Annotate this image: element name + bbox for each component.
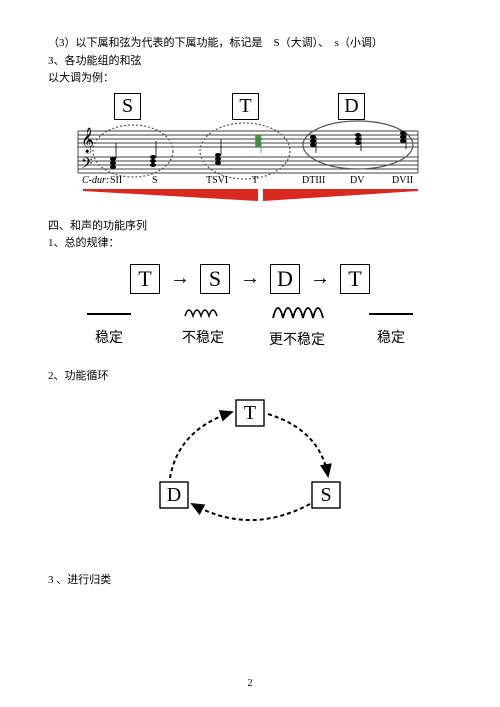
intro-line-1: （3）以下属和弦为代表的下属功能，标记是 S（大调）、 s（小调） (48, 35, 452, 52)
intro-line-2: 3、各功能组的和弦 (48, 53, 452, 70)
seq-d: D (270, 264, 300, 294)
group-letter-d: D (338, 93, 365, 120)
svg-text:S: S (320, 484, 331, 506)
stability-label-2: 不稳定 (173, 327, 233, 347)
seq-arrow-2: → (240, 267, 260, 290)
roman-numeral-row: C-dur: SII S TSVI T DTIII DV DVII (48, 175, 452, 186)
intro-line-3: 以大调为例： (48, 70, 452, 87)
section4-sub1: 1、总的规律： (48, 235, 452, 252)
seq-arrow-3: → (310, 267, 330, 290)
svg-text:T: T (244, 402, 256, 424)
cycle-diagram: T S D (120, 390, 380, 553)
sub2: 2、功能循环 (48, 368, 452, 385)
key-label: C-dur: (82, 175, 110, 186)
stability-label-1: 稳定 (79, 327, 139, 347)
stability-label-4: 稳定 (361, 327, 421, 347)
sub3: 3 、进行归类 (48, 572, 452, 589)
group-letter-s: S (114, 93, 141, 120)
stability-row: 稳定 不稳定 更不稳定 稳定 (48, 300, 452, 349)
seq-s: S (200, 264, 230, 294)
group-letter-t: T (232, 93, 259, 120)
page-number: 2 (0, 678, 500, 689)
svg-text:𝄞: 𝄞 (81, 127, 94, 153)
sequence-row: T → S → D → T (48, 264, 452, 294)
svg-text:D: D (167, 484, 181, 506)
section4-title: 四、和声的功能序列 (48, 218, 452, 235)
seq-t2: T (340, 264, 370, 294)
svg-text:𝄢: 𝄢 (81, 155, 93, 175)
stability-label-3: 更不稳定 (267, 329, 327, 349)
chord-group-diagram: S T D 𝄞 𝄢 (48, 93, 452, 201)
seq-arrow-1: → (170, 267, 190, 290)
seq-t1: T (130, 264, 160, 294)
